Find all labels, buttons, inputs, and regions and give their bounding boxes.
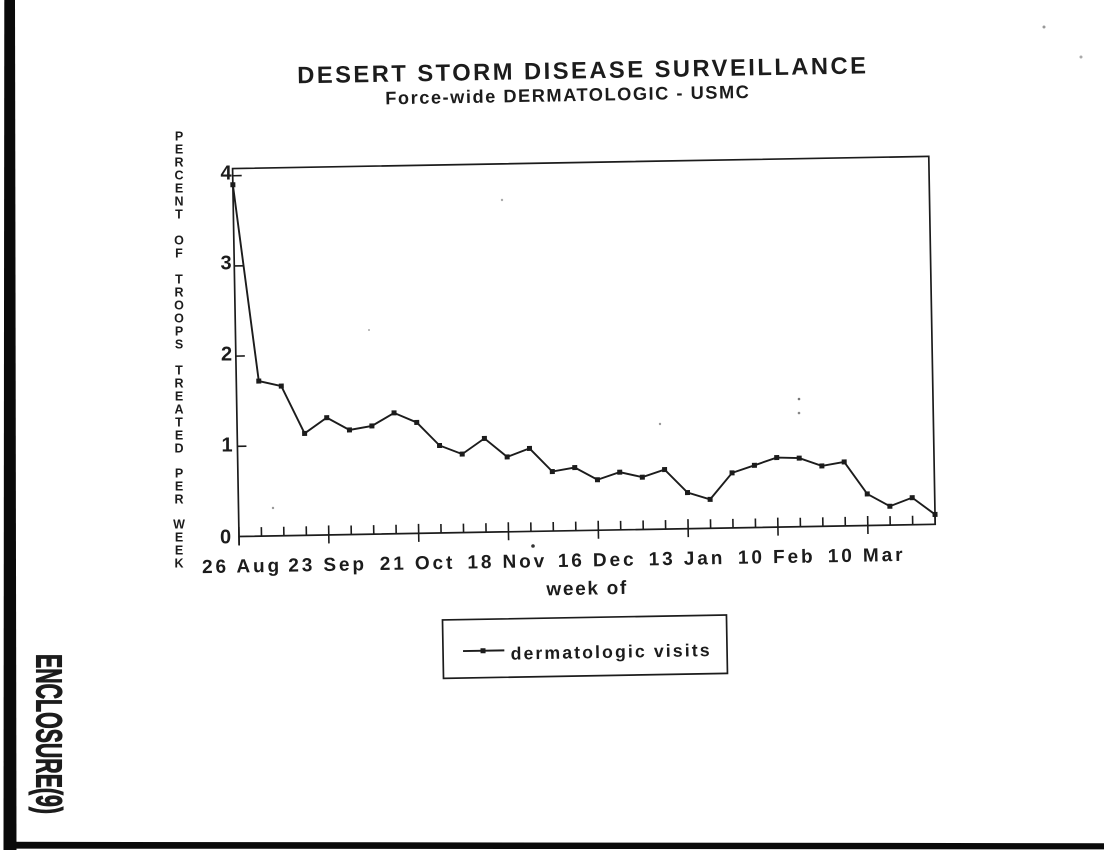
svg-text:O: O: [174, 234, 184, 248]
svg-text:DESERT STORM DISEASE SURVEILLA: DESERT STORM DISEASE SURVEILLANCE: [297, 53, 869, 89]
svg-text:week of: week of: [545, 578, 628, 600]
svg-text:26 Aug: 26 Aug: [202, 556, 282, 578]
svg-text:D: D: [174, 442, 183, 456]
svg-text:1: 1: [221, 435, 232, 457]
svg-text:O: O: [174, 312, 184, 326]
svg-text:C: C: [174, 169, 183, 183]
svg-text:ENCLOSURE(9): ENCLOSURE(9): [29, 654, 70, 814]
svg-text:O: O: [174, 299, 184, 313]
svg-text:F: F: [175, 247, 183, 261]
svg-text:13 Jan: 13 Jan: [649, 548, 726, 570]
svg-text:E: E: [175, 429, 183, 443]
svg-text:E: E: [175, 531, 183, 545]
svg-text:R: R: [174, 493, 183, 507]
svg-text:18 Nov: 18 Nov: [467, 551, 547, 573]
svg-text:10 Mar: 10 Mar: [828, 545, 906, 567]
svg-text:E: E: [175, 390, 183, 404]
svg-text:A: A: [174, 403, 183, 417]
svg-text:E: E: [175, 480, 183, 494]
svg-text:T: T: [175, 364, 183, 378]
svg-text:10 Feb: 10 Feb: [738, 546, 816, 568]
svg-text:S: S: [175, 338, 183, 352]
svg-text:N: N: [174, 195, 183, 209]
svg-text:R: R: [174, 156, 183, 170]
svg-text:K: K: [174, 557, 183, 571]
svg-text:T: T: [175, 208, 183, 222]
svg-text:23 Sep: 23 Sep: [288, 554, 367, 576]
svg-text:T: T: [175, 273, 183, 287]
svg-text:dermatologic visits: dermatologic visits: [510, 640, 711, 664]
svg-text:T: T: [175, 416, 183, 430]
svg-text:E: E: [175, 143, 183, 157]
svg-text:E: E: [175, 182, 183, 196]
svg-text:2: 2: [221, 344, 232, 366]
svg-text:R: R: [174, 377, 183, 391]
svg-text:0: 0: [220, 527, 231, 549]
svg-text:21 Oct: 21 Oct: [380, 553, 456, 575]
svg-text:P: P: [175, 325, 183, 339]
svg-text:W: W: [173, 518, 185, 532]
svg-text:R: R: [174, 286, 183, 300]
svg-text:E: E: [175, 544, 183, 558]
svg-text:16 Dec: 16 Dec: [558, 550, 637, 572]
svg-text:P: P: [175, 467, 183, 481]
svg-text:4: 4: [220, 163, 232, 185]
svg-text:3: 3: [220, 253, 231, 275]
svg-text:P: P: [175, 130, 183, 144]
